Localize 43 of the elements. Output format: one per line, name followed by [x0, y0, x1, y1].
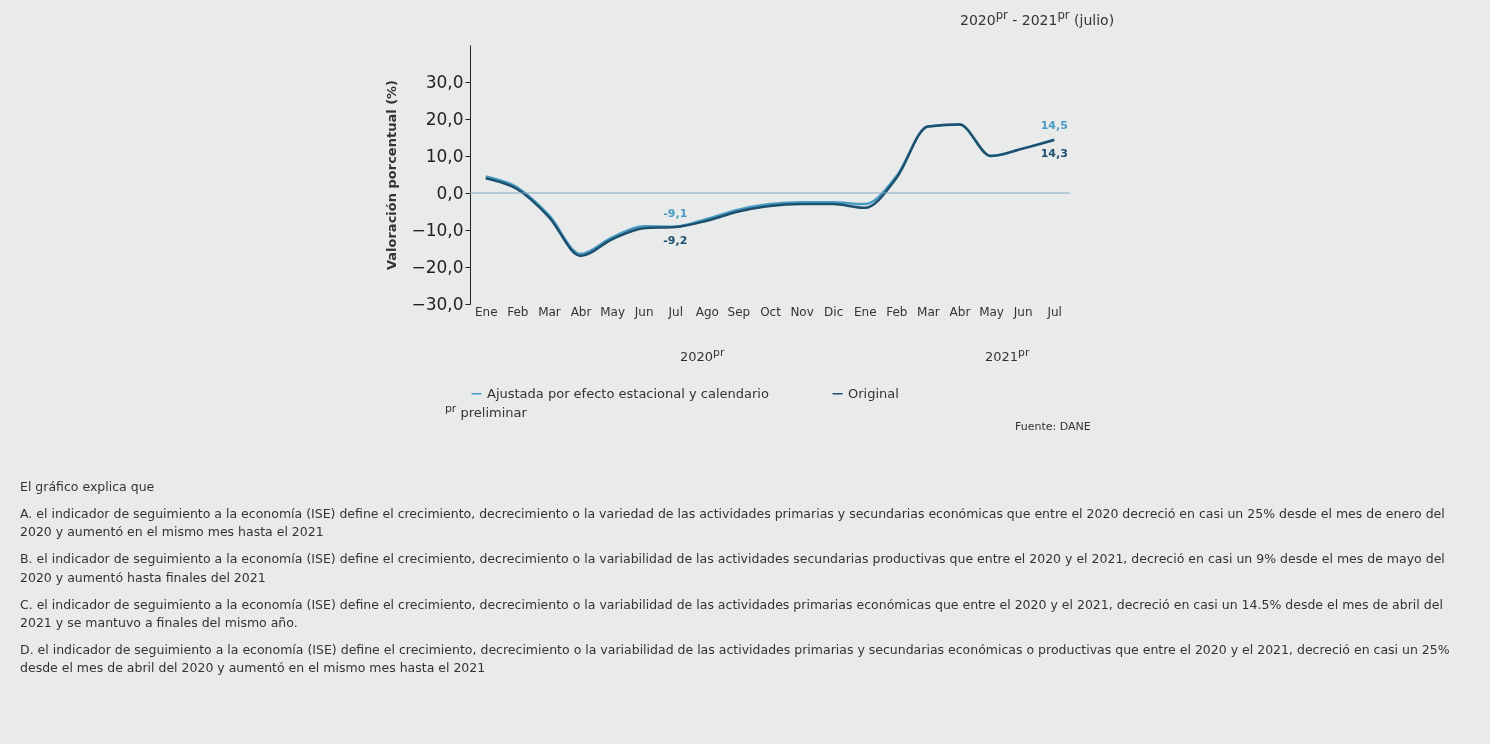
text: El gráfico explica que [20, 478, 156, 496]
y-tick-label: 10,0 [425, 145, 464, 166]
x-tick-label: May [979, 304, 1004, 319]
y-tick-label: −30,0 [411, 293, 464, 314]
y-tick-label: 0,0 [436, 182, 464, 203]
data-label: 14,3 [1040, 147, 1068, 161]
legend-label: Original [848, 385, 899, 401]
y-tick-label: 20,0 [425, 108, 464, 129]
text: A. el indicador de seguimiento a la economía (ISE) define el crecimiento, decrecimiento o la variedad de las actividades primarias y secundarias económicas que entre el 2020 decreció en casi un 25% desde el mes de enero del 2020 y aumentó en el mismo mes hasta el 2021 [20, 505, 1446, 542]
x-tick-label: Mar [538, 304, 561, 319]
x-tick-label: Jul [667, 304, 684, 319]
x-tick-label: Oct [760, 304, 782, 319]
x-tick-label: Feb [886, 304, 908, 319]
text: C. el indicador de seguimiento a la economía (ISE) define el crecimiento, decrecimiento o la variabilidad de las actividades primarias económicas que entre el 2020 y el 2021, decreció en casi un 14.5% desde el mes de abril del 2021 y se mantuvo a finales del mismo año. [20, 595, 1444, 632]
x-tick-label: Mar [917, 304, 940, 319]
text: 2021$^{pr}$ [985, 346, 1030, 365]
text: B. el indicador de seguimiento a la economía (ISE) define el crecimiento, decrecimiento o la variabilidad de las actividades secundarias productivas que entre el 2020 y el 2021, decreció en casi un 9% desde el mes de mayo del 2020 y aumentó hasta finales del 2021 [20, 550, 1446, 587]
x-tick-label: Ene [475, 304, 498, 319]
y-tick-label: −20,0 [411, 256, 464, 277]
x-tick-label: Abr [570, 304, 592, 319]
x-tick-label: Ene [853, 304, 877, 319]
x-tick-label: May [600, 304, 626, 319]
x-tick-label: Dic [824, 304, 844, 319]
y-axis-title: Valoración porcentual (%) [384, 79, 400, 271]
legend-label: Ajustada por efecto estacional y calendario [487, 385, 769, 401]
x-tick-label: Abr [949, 304, 971, 319]
text: 2020$^{pr}$ [680, 346, 725, 365]
x-tick-label: Ago [695, 304, 719, 319]
text: $^{pr}$ preliminar [445, 402, 527, 421]
x-tick-label: Feb [507, 304, 529, 319]
data-label: 14,5 [1040, 119, 1068, 133]
x-tick-label: Jun [1012, 304, 1033, 319]
data-label: -9,2 [663, 234, 688, 248]
source-note: Fuente: DANE [1015, 420, 1091, 433]
x-tick-label: Jun [633, 304, 654, 319]
y-tick-label: −10,0 [411, 219, 464, 240]
y-tick-label: 30,0 [425, 71, 464, 92]
data-label: -9,1 [663, 206, 688, 220]
x-tick-label: Nov [790, 304, 814, 319]
chart-title: 2020$^{pr}$ - 2021$^{pr}$ (julio) [960, 8, 1115, 28]
text: D. el indicador de seguimiento a la economía (ISE) define el crecimiento, decrecimiento o la variabilidad de las actividades primarias y secundarias económicas o productivas que entre el 2020 y el 2021, decreció en casi un 25% desde el mes de abril del 2020 y aumentó en el mismo mes hasta el 2021 [20, 640, 1451, 677]
x-tick-label: Jul [1046, 304, 1062, 319]
x-tick-label: Sep [727, 304, 751, 319]
